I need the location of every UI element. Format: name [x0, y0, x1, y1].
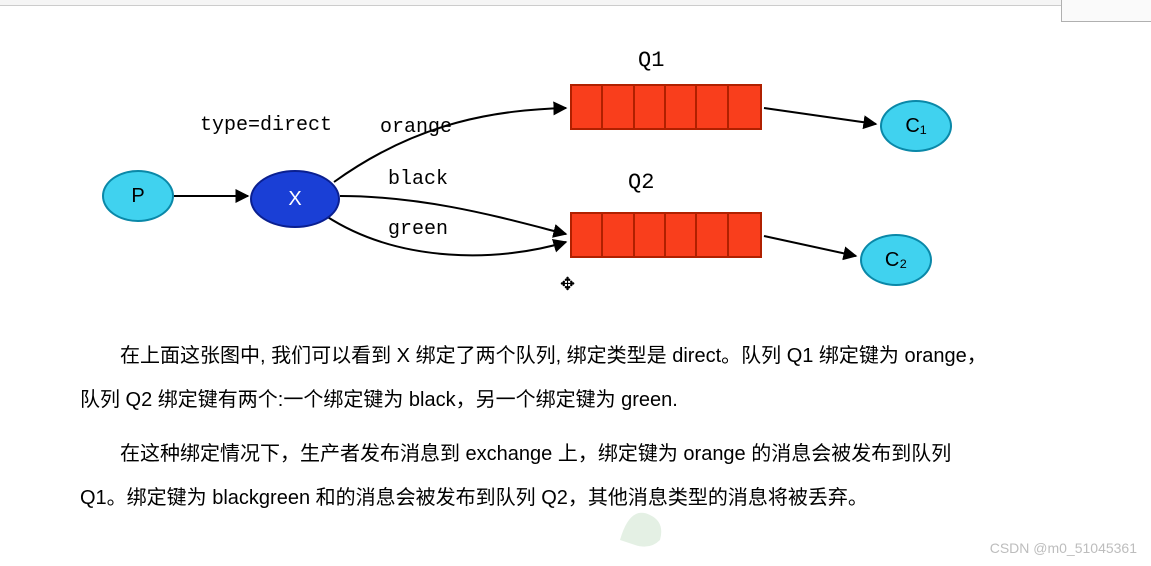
queue-cell	[697, 86, 728, 128]
producer-label: P	[131, 185, 144, 208]
queue-cell	[635, 214, 666, 256]
move-cursor-icon: ✥	[560, 274, 575, 295]
queue-cell	[603, 86, 634, 128]
queue-cell	[635, 86, 666, 128]
consumer2-node: C₂	[860, 234, 932, 286]
queue-cell	[666, 214, 697, 256]
consumer1-label: C₁	[905, 115, 926, 138]
diagram-container: P X C₁ C₂ Q1 Q2 type=direct orange black…	[0, 20, 1151, 300]
binding-black-label: black	[388, 168, 448, 191]
watermark-shape-icon	[610, 500, 680, 550]
queue2	[570, 212, 762, 258]
queue-cell	[666, 86, 697, 128]
binding-orange-label: orange	[380, 116, 452, 139]
edge	[764, 236, 856, 256]
queue2-label: Q2	[628, 170, 654, 195]
queue1	[570, 84, 762, 130]
queue-cell	[697, 214, 728, 256]
description-text: 在上面这张图中, 我们可以看到 X 绑定了两个队列, 绑定类型是 direct。…	[80, 336, 1080, 518]
ruler-corner	[1061, 0, 1151, 22]
queue1-label: Q1	[638, 48, 664, 73]
paragraph2-line2: Q1。绑定键为 blackgreen 和的消息会被发布到队列 Q2，其他消息类型…	[80, 487, 868, 509]
paragraph1-line2: 队列 Q2 绑定键有两个:一个绑定键为 black，另一个绑定键为 green.	[80, 389, 678, 411]
exchange-node: X	[250, 170, 340, 228]
binding-green-label: green	[388, 218, 448, 241]
queue-cell	[572, 86, 603, 128]
ruler-top	[0, 0, 1061, 6]
watermark-text: CSDN @m0_51045361	[990, 540, 1137, 556]
paragraph1-line1: 在上面这张图中, 我们可以看到 X 绑定了两个队列, 绑定类型是 direct。…	[120, 345, 987, 367]
edge	[340, 196, 566, 234]
queue-cell	[572, 214, 603, 256]
queue-cell	[729, 86, 760, 128]
type-label: type=direct	[200, 114, 332, 137]
consumer1-node: C₁	[880, 100, 952, 152]
queue-cell	[603, 214, 634, 256]
paragraph2-line1: 在这种绑定情况下，生产者发布消息到 exchange 上，绑定键为 orange…	[120, 443, 951, 465]
edge	[764, 108, 876, 124]
consumer2-label: C₂	[885, 249, 907, 272]
queue-cell	[729, 214, 760, 256]
edges-layer	[0, 20, 1151, 320]
producer-node: P	[102, 170, 174, 222]
exchange-label: X	[288, 188, 301, 211]
